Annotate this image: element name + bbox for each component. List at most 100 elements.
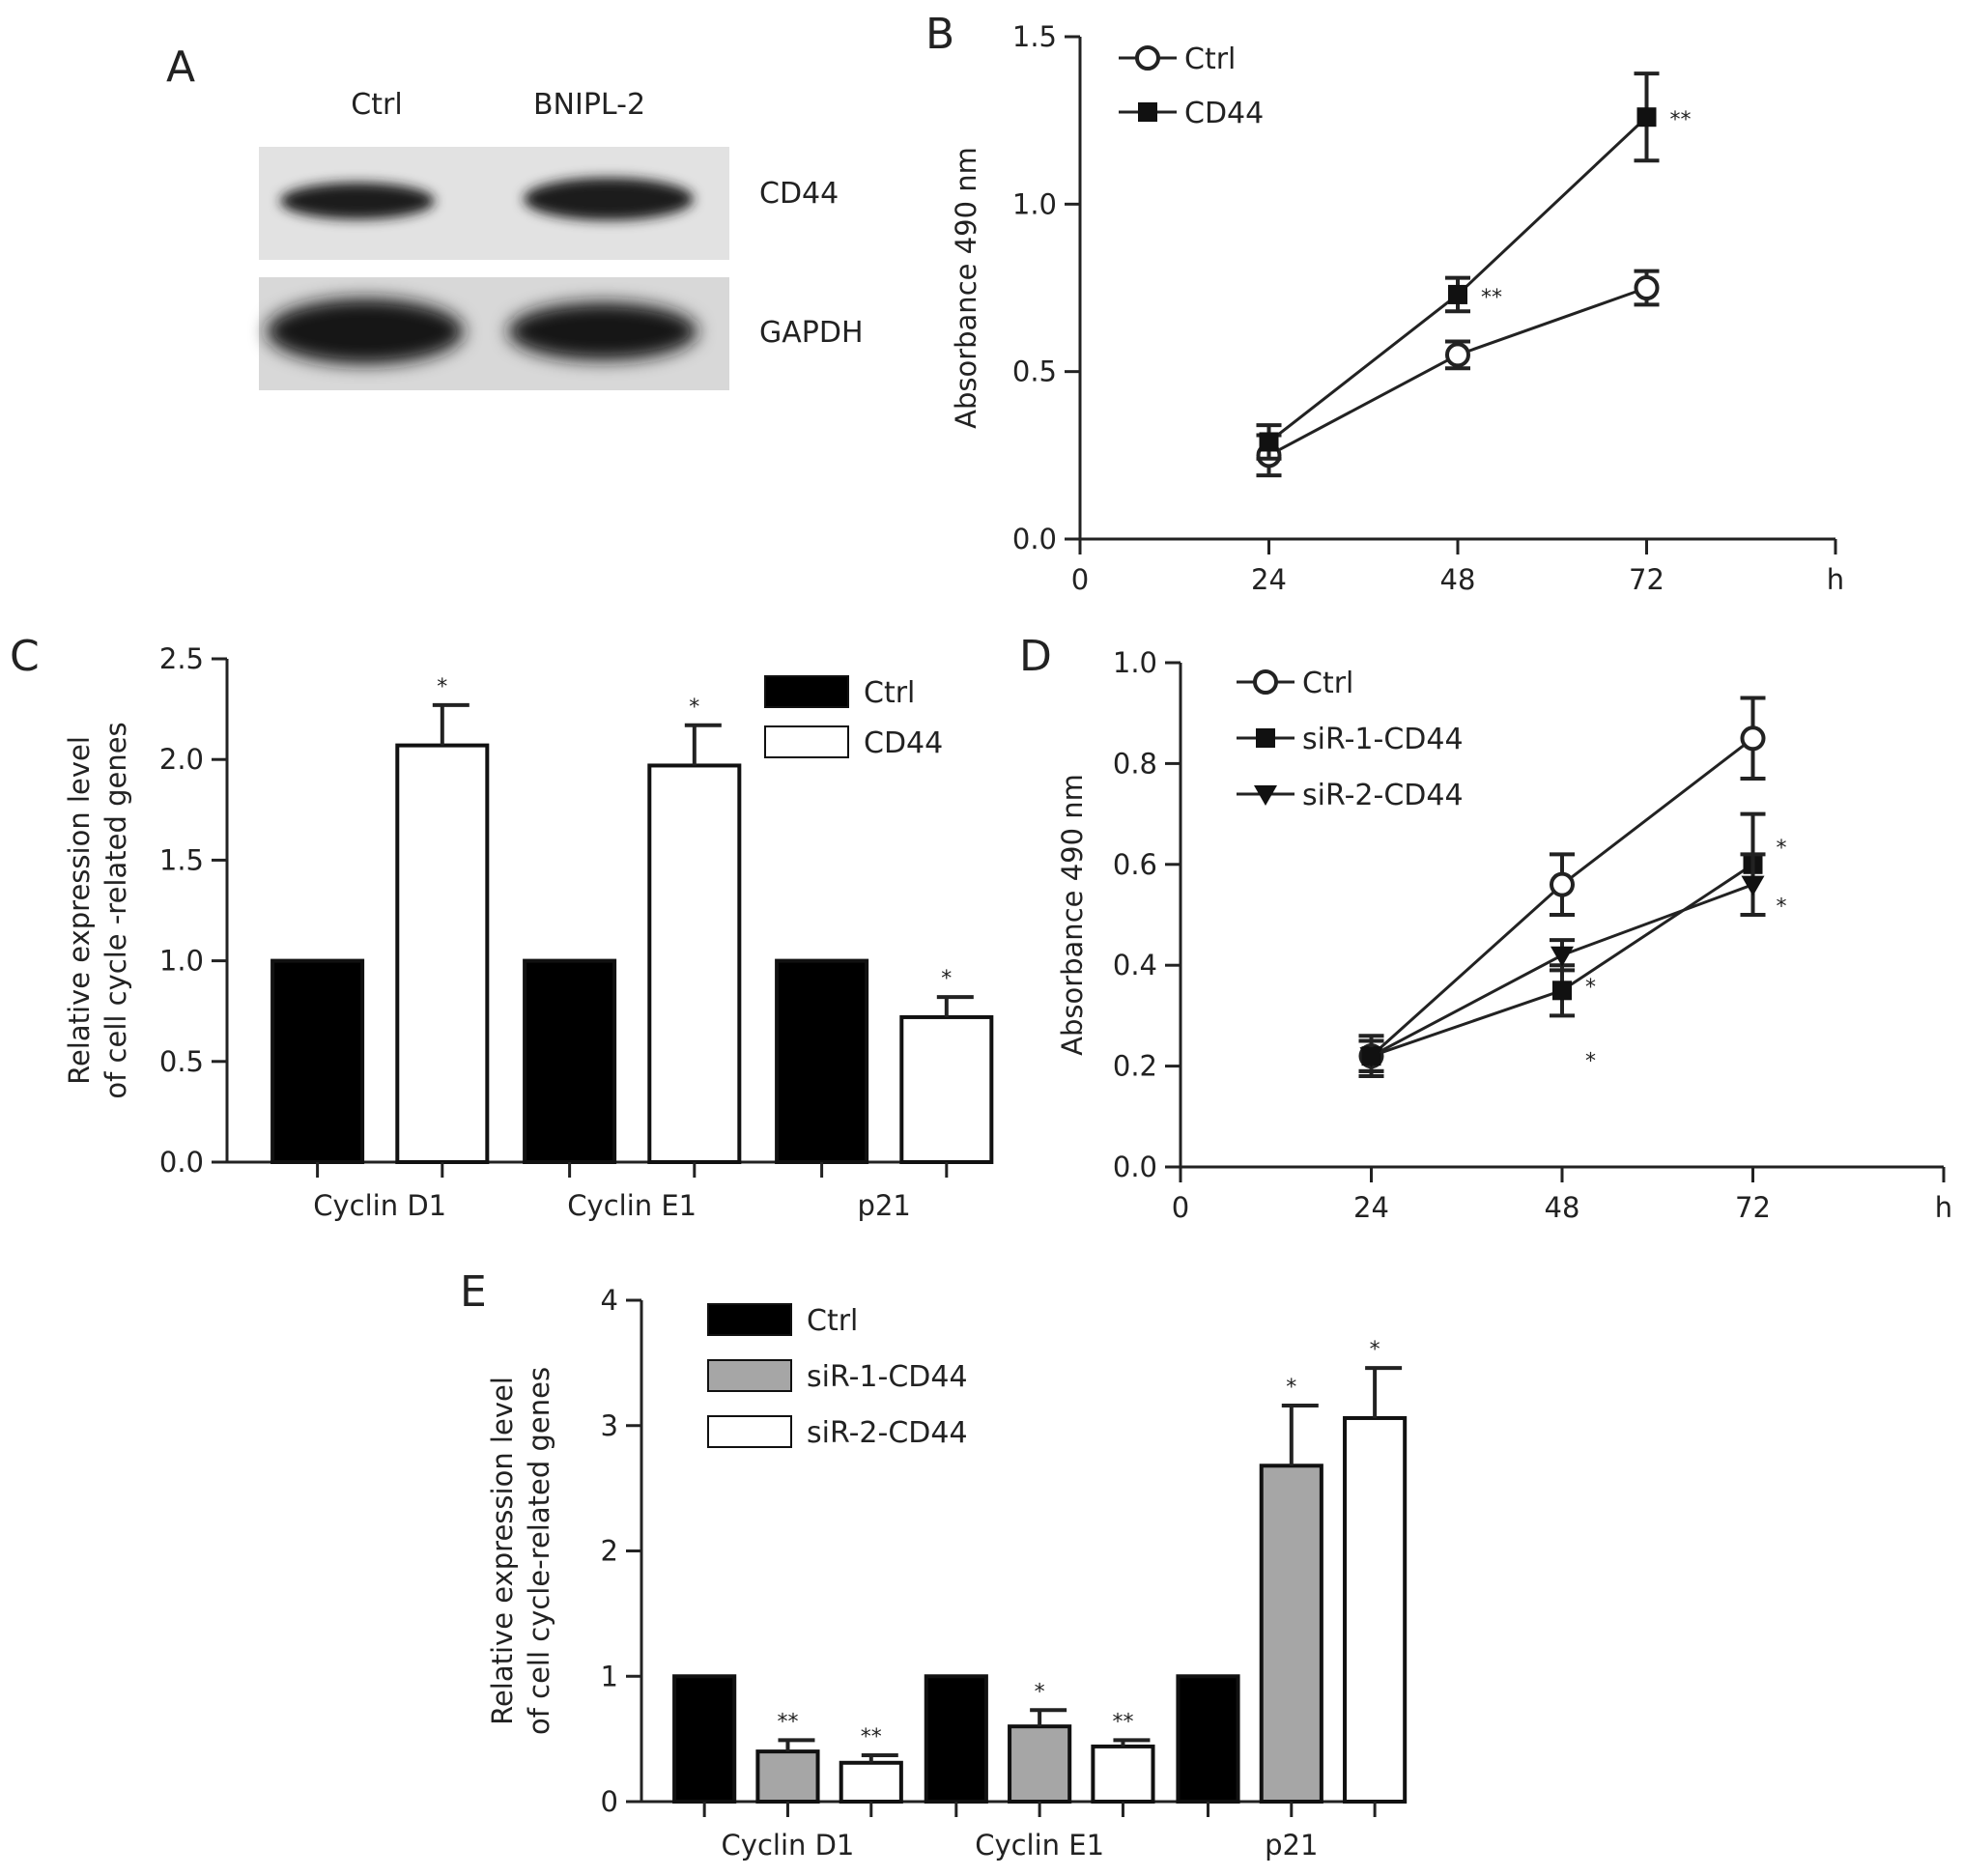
blot-band-cd44-bnipl2: [524, 178, 694, 220]
data-point: [1740, 725, 1766, 752]
panel-b: B: [925, 10, 954, 59]
blot-label-cd44: CD44: [759, 177, 839, 211]
bar: [755, 1749, 820, 1804]
data-point: [1636, 107, 1657, 128]
bar: [270, 958, 365, 1164]
panel-a-label: A: [166, 43, 195, 92]
data-point: [1552, 981, 1572, 1001]
x-tick-label: h: [1827, 563, 1844, 596]
bar: [924, 1674, 988, 1804]
y-tick-label: 0.0: [159, 1146, 204, 1179]
data-point: [1259, 432, 1279, 452]
y-tick-label: 1: [601, 1660, 618, 1692]
significance-label: **: [777, 1710, 798, 1734]
legend-label: Ctrl: [807, 1304, 858, 1338]
significance-label: **: [861, 1725, 882, 1749]
y-tick-label: 1.0: [1113, 646, 1157, 679]
bar: [1091, 1744, 1155, 1805]
y-tick-label: 1.5: [1012, 20, 1057, 53]
bar: [523, 958, 617, 1164]
panel-a: A Ctrl BNIPL-2 CD44 GAPDH: [166, 43, 864, 390]
y-tick-label: 0.6: [1113, 848, 1157, 881]
y-tick-label: 2: [601, 1535, 618, 1568]
y-tick-label: 4: [601, 1284, 618, 1317]
y-tick-label: 3: [601, 1409, 618, 1442]
x-category-label: Cyclin D1: [722, 1829, 855, 1862]
significance-label: *: [1370, 1338, 1380, 1362]
y-tick-label: 0.8: [1113, 747, 1157, 780]
panel-c-label: C: [10, 632, 40, 681]
blot-band-cd44-ctrl: [280, 183, 435, 219]
data-point: [1741, 875, 1765, 896]
legend-swatch: [707, 1359, 792, 1392]
legend-marker: [1253, 669, 1278, 695]
data-point: [1634, 275, 1660, 300]
significance-label: *: [1585, 1049, 1596, 1073]
legend-marker: [1138, 102, 1157, 122]
significance-label: *: [689, 696, 699, 720]
significance-label: *: [1286, 1376, 1296, 1400]
y-tick-label: 0.0: [1113, 1151, 1157, 1183]
significance-label: **: [1481, 286, 1502, 310]
y-axis-title: Relative expression level: [63, 736, 96, 1085]
data-point: [1550, 946, 1574, 967]
chart-d: 0.0 0.2 0.4 0.6 0.8 1.0 0 24 48 72 h Absorbance 490…: [1056, 646, 1952, 1224]
bar: [839, 1760, 903, 1804]
y-axis-title: of cell cycle -related genes: [100, 722, 132, 1098]
bar: [395, 743, 490, 1164]
x-tick-label: 24: [1251, 563, 1287, 596]
x-category-label: p21: [858, 1189, 911, 1222]
panel-d: D: [1019, 632, 1052, 681]
data-point: [1550, 871, 1575, 897]
significance-label: *: [1777, 895, 1787, 920]
y-tick-label: 0.0: [1012, 523, 1057, 555]
significance-label: **: [1112, 1710, 1133, 1734]
legend-label: CD44: [1184, 97, 1264, 130]
bar: [647, 763, 742, 1165]
chart-b: 0.0 0.5 1.0 1.5 0 24 48 72 h Absorbance 490 nm Ctr…: [950, 20, 1844, 596]
legend-label: Ctrl: [1302, 667, 1353, 700]
y-tick-label: 1.0: [1012, 187, 1057, 220]
significance-label: *: [1777, 837, 1787, 861]
panel-b-label: B: [925, 10, 954, 59]
panel-e: E: [460, 1267, 487, 1317]
legend-label: Ctrl: [864, 676, 915, 710]
legend-marker: [1135, 45, 1160, 71]
x-tick-label: 24: [1353, 1191, 1389, 1224]
x-tick-label: 72: [1629, 563, 1664, 596]
legend-swatch: [707, 1415, 792, 1448]
legend-swatch: [707, 1303, 792, 1336]
panel-c: C: [10, 632, 40, 681]
bar: [1343, 1415, 1408, 1804]
legend-label: siR-2-CD44: [807, 1416, 968, 1450]
y-tick-label: 0.5: [159, 1045, 204, 1078]
blot-band-gapdh-bnipl2: [508, 302, 697, 360]
x-tick-label: 0: [1071, 563, 1089, 596]
bar: [775, 958, 869, 1164]
legend-swatch: [764, 675, 849, 708]
blot-lane-ctrl: Ctrl: [351, 88, 402, 122]
legend-label: siR-1-CD44: [807, 1360, 968, 1394]
bar: [899, 1014, 994, 1165]
bar: [672, 1674, 737, 1804]
x-tick-label: 48: [1545, 1191, 1580, 1224]
y-tick-label: 0.4: [1113, 949, 1157, 981]
y-tick-label: 0: [601, 1785, 618, 1818]
y-axis-title: Relative expression level: [486, 1377, 519, 1725]
significance-label: *: [1035, 1680, 1045, 1704]
y-tick-label: 0.2: [1113, 1050, 1157, 1083]
bar: [1259, 1464, 1323, 1805]
legend-label: siR-1-CD44: [1302, 723, 1464, 756]
x-category-label: p21: [1265, 1829, 1318, 1862]
y-axis-title: Absorbance 490 nm: [950, 147, 982, 429]
data-point: [1448, 284, 1467, 304]
panel-d-label: D: [1019, 632, 1052, 681]
legend-label: siR-2-CD44: [1302, 779, 1464, 812]
legend-swatch: [764, 725, 849, 758]
significance-label: *: [437, 675, 447, 699]
x-tick-label: 0: [1172, 1191, 1189, 1224]
data-point: [1445, 342, 1470, 368]
significance-label: *: [941, 967, 952, 991]
